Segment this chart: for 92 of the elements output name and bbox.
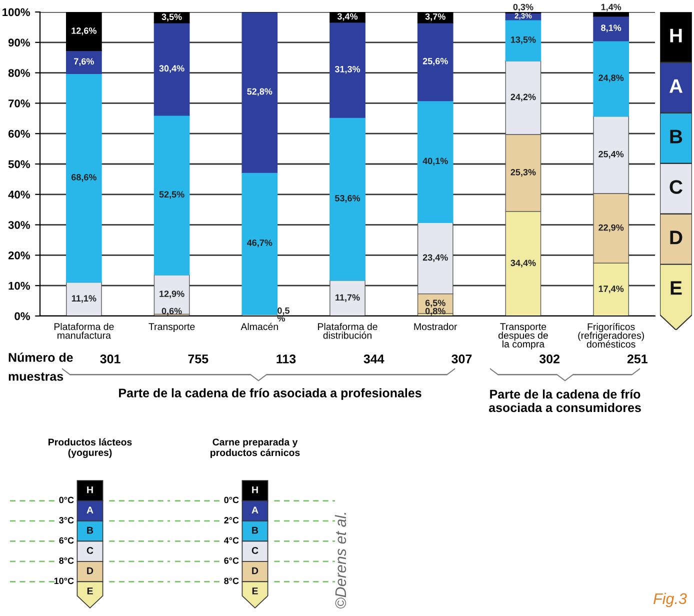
y-tick-label: 30% (8, 221, 30, 229)
data-label: 53,6% (334, 194, 360, 203)
data-label: 40,1% (422, 158, 448, 166)
data-label: 24,2% (510, 94, 536, 102)
data-label: 3,5% (162, 14, 182, 22)
data-label: 24,8% (598, 74, 624, 82)
data-label: 30,4% (159, 65, 184, 73)
category-label: A (252, 506, 258, 514)
text: 0°C (224, 496, 239, 504)
text: 4°C (224, 537, 239, 544)
data-label: 6,5% (425, 300, 446, 308)
category-label: C (252, 547, 258, 554)
data-label: 68,6% (71, 174, 96, 182)
data-label: 25,6% (422, 58, 448, 66)
text: Número de muestras (8, 352, 73, 381)
text: 307 (452, 354, 472, 364)
y-tick-label: 10% (8, 282, 30, 290)
text: 10°C (54, 578, 74, 584)
text: E (670, 281, 682, 295)
data-label: 17,4% (598, 286, 624, 294)
category-label: H (87, 486, 93, 494)
text: B (670, 130, 682, 144)
caption: Fig.3 (653, 592, 687, 608)
y-tick-label: 40% (8, 190, 30, 199)
y-tick-label: 50% (8, 160, 30, 168)
data-label: 12,6% (72, 27, 96, 36)
data-label: 11,7% (336, 294, 360, 302)
data-label: 34,4% (510, 260, 536, 268)
data-label: 1,4% (601, 4, 622, 12)
text: Productos lácteos (yogures) (48, 438, 132, 458)
y-tick-label: 20% (8, 251, 30, 260)
text: 8°C (224, 578, 239, 584)
data-label: 25,3% (510, 169, 536, 177)
x-tick-label: Transporte despues de la compra (498, 323, 548, 350)
category-label: E (252, 588, 258, 594)
y-tick-label: 100% (2, 8, 30, 16)
data-label: 13,5% (510, 36, 536, 44)
text: 755 (188, 354, 208, 364)
x-tick-label: Plataforma de manufactura (54, 322, 114, 339)
text: ©Derens et al. (334, 512, 346, 608)
category-label: D (252, 567, 258, 574)
data-label: 3,7% (425, 13, 446, 22)
data-label: 25,4% (598, 150, 624, 159)
text: 344 (364, 354, 384, 364)
text: D (670, 230, 682, 244)
text: Parte de la cadena de frío asociada a profesionales (119, 388, 422, 400)
text: 302 (539, 354, 560, 364)
text: Parte de la cadena de frío asociada a consumidores (488, 389, 641, 412)
text: 2°C (224, 517, 239, 524)
y-tick-label: 70% (8, 99, 30, 108)
x-tick-label: Plataforma de distribución (318, 322, 378, 339)
data-label: 11,1% (72, 295, 96, 303)
data-label: 52,5% (159, 191, 184, 199)
text: H (670, 28, 682, 42)
text: A (669, 79, 683, 93)
y-tick-label: 90% (8, 38, 30, 47)
category-label: A (86, 506, 94, 514)
data-label: 22,9% (598, 224, 624, 232)
text: 0°C (59, 496, 74, 504)
category-label: B (252, 526, 258, 534)
category-label: C (86, 547, 94, 554)
data-label: 31,3% (334, 66, 360, 74)
x-tick-label: Frigoríficos (refrigeradores) domésticos (578, 322, 644, 348)
text: Carne preparada y productos cárnicos (210, 438, 300, 458)
x-tick-label: Transporte (148, 323, 195, 332)
text: 301 (100, 354, 120, 364)
text: 251 (627, 354, 648, 364)
text: 113 (276, 354, 296, 364)
data-label: 23,4% (422, 254, 448, 262)
data-label: 3,4% (337, 13, 358, 21)
data-label: 12,9% (160, 290, 184, 298)
data-label: 7,6% (74, 58, 94, 66)
text: 6°C (59, 537, 74, 544)
text: 8°C (59, 557, 74, 564)
y-tick-label: 0% (14, 312, 30, 320)
category-label: B (87, 526, 94, 534)
data-label: 0,3% (513, 4, 534, 12)
x-tick-label: Almacén (240, 322, 278, 330)
category-label: H (252, 486, 258, 494)
data-label: 0,5 % (277, 307, 290, 322)
y-tick-label: 80% (8, 69, 30, 77)
x-tick-label: Mostrador (414, 322, 458, 330)
data-label: 0,6% (162, 308, 182, 316)
data-label: 52,8% (247, 88, 272, 96)
category-label: E (87, 588, 93, 594)
text: C (670, 180, 682, 194)
data-label: 8,1% (601, 24, 622, 32)
text: 6°C (224, 557, 239, 564)
data-label: 46,7% (246, 240, 272, 248)
text: 3°C (59, 517, 74, 524)
category-label: D (87, 567, 94, 574)
y-tick-label: 60% (8, 130, 30, 138)
